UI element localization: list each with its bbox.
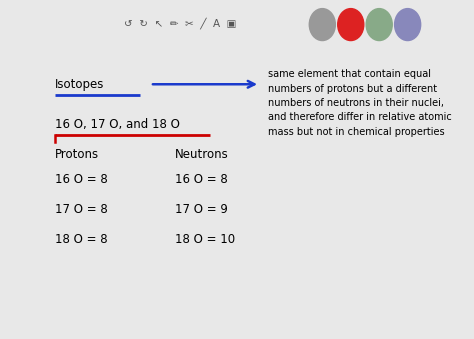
Text: 16 O = 8: 16 O = 8: [175, 173, 228, 186]
Text: 16 O, 17 O, and 18 O: 16 O, 17 O, and 18 O: [55, 118, 180, 131]
Text: 16 O = 8: 16 O = 8: [55, 173, 108, 186]
Text: 17 O = 8: 17 O = 8: [55, 203, 108, 216]
Text: ↺  ↻  ↖  ✏  ✂  ╱  A  ▣: ↺ ↻ ↖ ✏ ✂ ╱ A ▣: [124, 18, 237, 29]
Ellipse shape: [394, 8, 421, 41]
Ellipse shape: [337, 8, 364, 41]
Text: Neutrons: Neutrons: [175, 148, 229, 161]
Ellipse shape: [366, 8, 392, 41]
Ellipse shape: [309, 8, 336, 41]
Text: Protons: Protons: [55, 148, 99, 161]
Text: 17 O = 9: 17 O = 9: [175, 203, 228, 216]
Text: 18 O = 8: 18 O = 8: [55, 233, 108, 246]
Text: 18 O = 10: 18 O = 10: [175, 233, 235, 246]
Text: same element that contain equal
numbers of protons but a different
numbers of ne: same element that contain equal numbers …: [268, 69, 452, 137]
Text: Isotopes: Isotopes: [55, 78, 104, 91]
